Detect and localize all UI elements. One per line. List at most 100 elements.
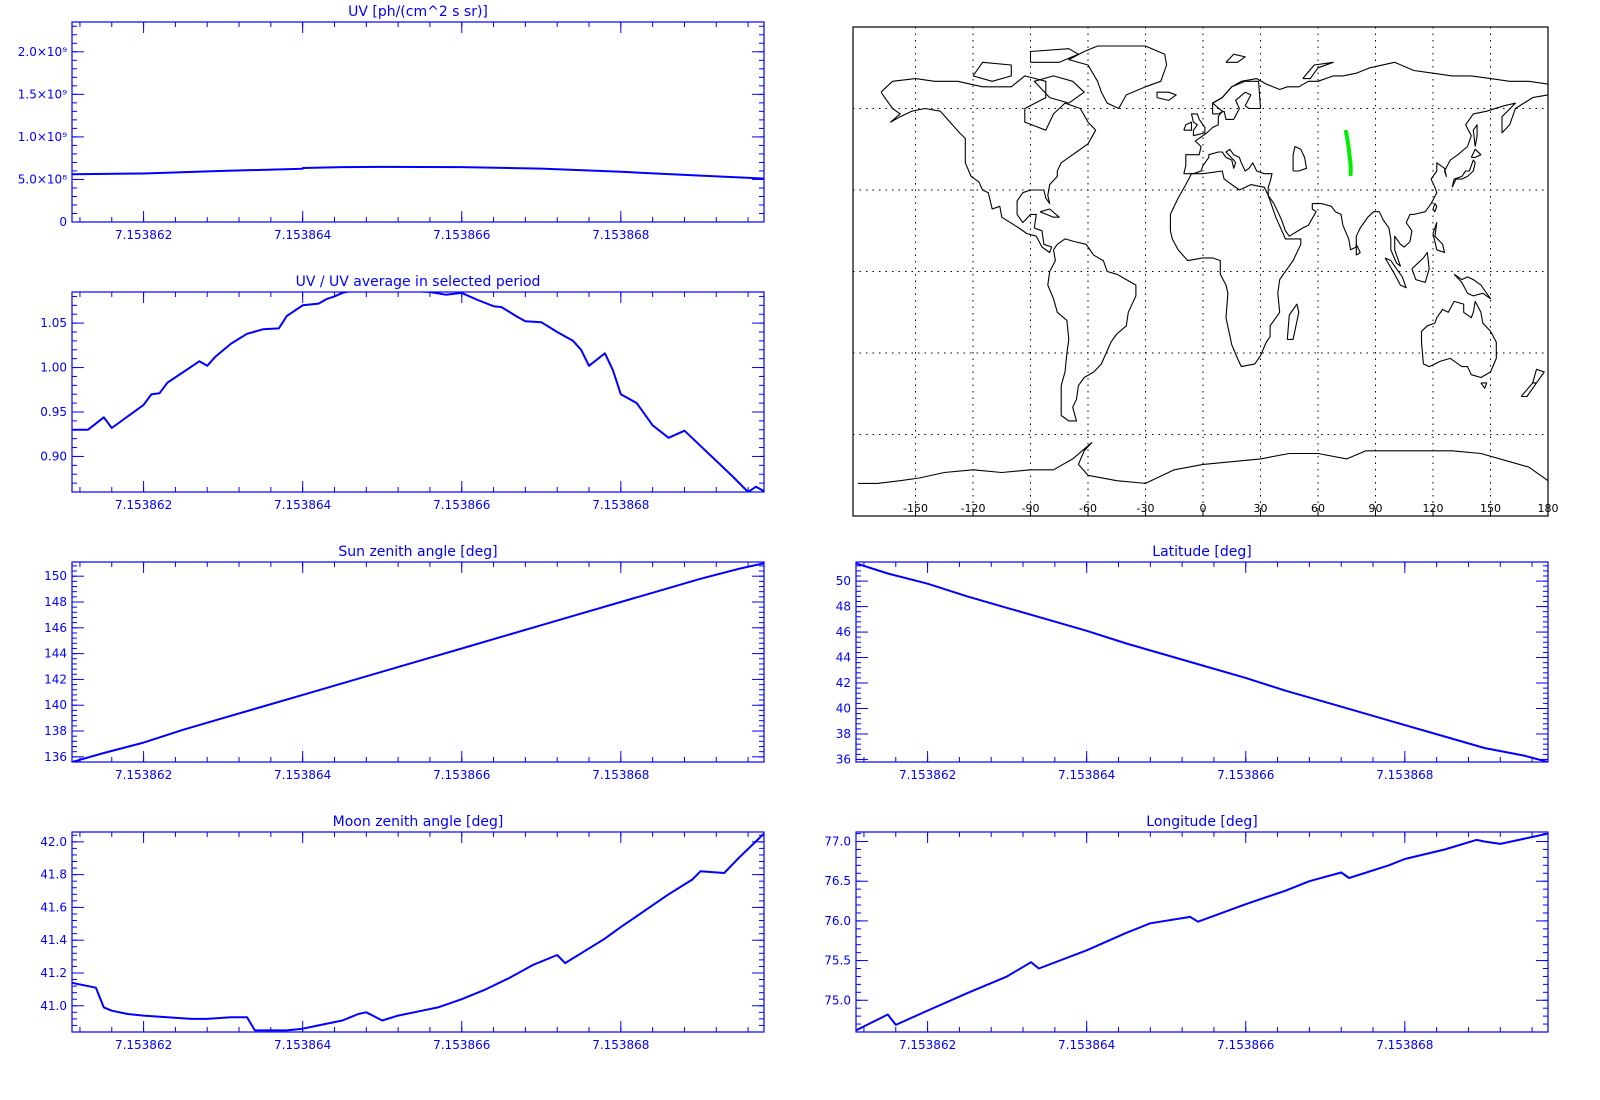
y-tick-label: 1.05: [40, 316, 67, 330]
coastline-sri-lanka: [1355, 243, 1361, 256]
y-tick-label: 146: [44, 621, 67, 635]
y-tick-label: 36: [836, 752, 851, 766]
coastline-japan: [1451, 159, 1476, 188]
coastline-arctic-isles: [972, 61, 1012, 82]
y-tick-label: 41.2: [40, 966, 67, 980]
y-tick-label: 0.90: [40, 449, 67, 463]
y-tick-label: 41.0: [40, 999, 67, 1013]
y-tick-label: 38: [836, 727, 851, 741]
map-x-tick-label: 60: [1311, 502, 1325, 515]
coastline-baffin: [1033, 75, 1085, 104]
map-x-tick-label: -90: [1022, 502, 1040, 515]
coastline-borneo: [1411, 251, 1430, 283]
y-tick-label: 44: [836, 651, 851, 665]
coastline-iceland: [1156, 91, 1177, 101]
coastline-australia: [1420, 300, 1497, 379]
map-x-tick-label: -30: [1137, 502, 1155, 515]
x-tick-label: 7.153866: [433, 228, 490, 242]
y-tick-label: 41.6: [40, 900, 67, 914]
chart-title: Moon zenith angle [deg]: [333, 814, 504, 830]
chart-uv: UV [ph/(cm^2 s sr)] 7.153862 7.153864 7.153…: [18, 4, 765, 242]
coastline-madagascar: [1286, 303, 1300, 340]
y-tick-label: 144: [44, 647, 67, 661]
coastline-tasmania: [1480, 382, 1488, 389]
map-content: [853, 27, 1548, 516]
y-tick-label: 0: [59, 215, 67, 229]
x-tick-label: 7.153862: [115, 1038, 172, 1052]
map-x-tick-label: 0: [1200, 502, 1207, 515]
satellite-track: [1344, 129, 1353, 177]
y-tick-label: 41.4: [40, 933, 67, 947]
y-tick-label: 136: [44, 750, 67, 764]
series-line: [72, 165, 764, 180]
coastline-taiwan: [1432, 203, 1438, 213]
y-tick-label: 76.5: [824, 874, 851, 888]
y-tick-label: 46: [836, 625, 851, 639]
x-tick-label: 7.153862: [115, 228, 172, 242]
map-x-tick-label: -120: [961, 502, 986, 515]
coastline-british-isles: [1190, 113, 1206, 137]
x-tick-label: 7.153864: [1058, 768, 1115, 782]
coastline-new-guinea: [1453, 273, 1492, 300]
series-line: [72, 832, 764, 1032]
plot-frame: [71, 21, 765, 223]
chart-title: UV [ph/(cm^2 s sr)]: [348, 4, 488, 20]
y-tick-label: 1.0×10⁹: [18, 130, 67, 144]
coastline-cuba: [1039, 208, 1060, 218]
x-tick-label: 7.153862: [899, 768, 956, 782]
coastline-novaya-zemlya: [1302, 61, 1334, 80]
x-tick-label: 7.153866: [1217, 1038, 1274, 1052]
coastline-antarctica: [858, 442, 1548, 484]
y-tick-label: 41.8: [40, 868, 67, 882]
x-tick-label: 7.153862: [115, 768, 172, 782]
coastline-north-america: [880, 75, 1097, 254]
x-tick-label: 7.153862: [115, 498, 172, 512]
y-tick-label: 150: [44, 569, 67, 583]
plot-frame: [71, 561, 765, 763]
x-tick-label: 7.153868: [592, 1038, 649, 1052]
coastline-ellesmere: [1029, 48, 1079, 63]
x-tick-label: 7.153868: [1376, 1038, 1433, 1052]
y-tick-label: 1.5×10⁹: [18, 87, 67, 101]
chart-title: Sun zenith angle [deg]: [338, 544, 497, 560]
y-tick-label: 1.00: [40, 361, 67, 375]
map-x-tick-label: 150: [1480, 502, 1501, 515]
chart-sun-zenith: Sun zenith angle [deg] 7.153862 7.153864 7.…: [44, 544, 765, 782]
coastline-scandinavia: [1212, 80, 1262, 120]
y-tick-label: 75.5: [824, 954, 851, 968]
x-tick-label: 7.153864: [274, 1038, 331, 1052]
chart-uv-ratio: UV / UV average in selected period 7.1538…: [40, 274, 765, 512]
coastline-south-america: [1047, 238, 1137, 422]
y-tick-label: 140: [44, 698, 67, 712]
chart-moon-zenith: Moon zenith angle [deg] 7.153862 7.153864 7…: [40, 814, 765, 1052]
world-map: -150 -120 -90 -60 -30 0 30 60 90 120 150 180: [852, 26, 1559, 517]
x-tick-label: 7.153866: [433, 498, 490, 512]
y-tick-label: 75.0: [824, 993, 851, 1007]
coastline-sumatra: [1384, 257, 1407, 289]
x-tick-label: 7.153866: [433, 1038, 490, 1052]
coastline-svalbard: [1225, 53, 1246, 63]
x-tick-label: 7.153862: [899, 1038, 956, 1052]
coastline-caspian-sea: [1292, 145, 1308, 172]
y-tick-label: 48: [836, 600, 851, 614]
map-x-tick-label: 90: [1369, 502, 1383, 515]
chart-title: Latitude [deg]: [1152, 544, 1251, 560]
x-tick-label: 7.153866: [433, 768, 490, 782]
y-tick-label: 138: [44, 724, 67, 738]
chart-title: Longitude [deg]: [1146, 814, 1257, 830]
plot-frame: [855, 561, 1549, 763]
coastline-sakhalin: [1472, 124, 1478, 147]
x-tick-label: 7.153864: [274, 498, 331, 512]
chart-title: UV / UV average in selected period: [296, 274, 541, 290]
y-tick-label: 77.0: [824, 835, 851, 849]
x-tick-label: 7.153866: [1217, 768, 1274, 782]
y-tick-label: 0.95: [40, 405, 67, 419]
x-tick-label: 7.153864: [1058, 1038, 1115, 1052]
y-tick-label: 40: [836, 701, 851, 715]
x-tick-label: 7.153868: [592, 228, 649, 242]
coastline-philippines: [1432, 222, 1446, 254]
y-tick-label: 148: [44, 595, 67, 609]
y-tick-label: 142: [44, 672, 67, 686]
y-tick-label: 2.0×10⁹: [18, 45, 67, 59]
